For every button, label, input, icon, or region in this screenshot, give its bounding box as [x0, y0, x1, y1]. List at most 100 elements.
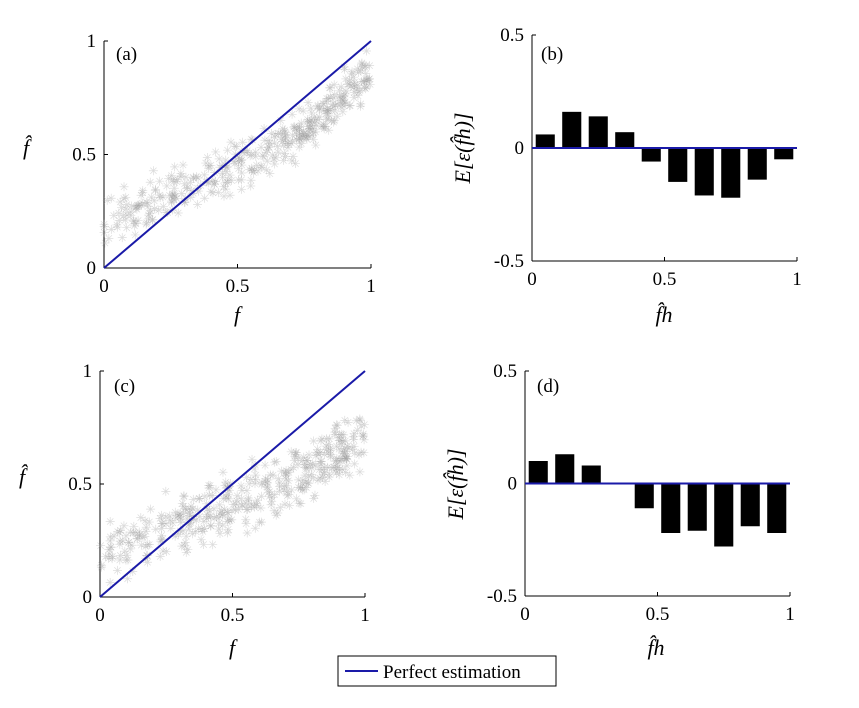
scatter-point [286, 138, 296, 148]
scatter-point [200, 193, 210, 203]
x-axis-label: f [229, 635, 238, 660]
scatter-point [129, 216, 139, 226]
scatter-point [330, 456, 340, 466]
scatter-point [294, 133, 304, 143]
scatter-point [345, 100, 355, 110]
scatter-point [360, 84, 370, 94]
scatter-point [325, 92, 335, 102]
scatter-point [100, 238, 110, 248]
scatter-point [332, 460, 342, 470]
scatter-point [136, 540, 146, 550]
scatter-point [264, 142, 274, 152]
scatter-point [353, 425, 363, 435]
scatter-point [264, 138, 274, 148]
scatter-point [308, 134, 318, 144]
scatter-point [180, 503, 190, 513]
scatter-point [304, 124, 314, 134]
scatter-point [352, 80, 362, 90]
scatter-point [225, 170, 235, 180]
scatter-point [215, 162, 225, 172]
scatter-point [132, 204, 142, 214]
scatter-point [185, 518, 195, 528]
scatter-point [311, 140, 321, 150]
scatter-point [343, 417, 353, 427]
scatter-point [207, 491, 217, 501]
scatter-point [184, 508, 194, 518]
scatter-point [122, 550, 132, 560]
scatter-point [296, 482, 306, 492]
scatter-point [155, 551, 165, 561]
scatter-point [278, 140, 288, 150]
scatter-point [303, 115, 313, 125]
scatter-point [115, 525, 125, 535]
scatter-point [206, 187, 216, 197]
scatter-point [227, 176, 237, 186]
scatter-point [244, 479, 254, 489]
scatter-point [177, 541, 187, 551]
scatter-point [144, 540, 154, 550]
scatter-point [127, 540, 137, 550]
scatter-point [173, 529, 183, 539]
scatter-point [262, 482, 272, 492]
scatter-point [101, 552, 111, 562]
scatter-point [269, 506, 279, 516]
legend-label: Perfect estimation [383, 662, 521, 683]
x-tick-label: 0.5 [226, 276, 250, 297]
scatter-point [126, 210, 136, 220]
scatter-point [186, 505, 196, 515]
scatter-point [206, 512, 216, 522]
scatter-point [242, 528, 252, 538]
scatter-point [206, 160, 216, 170]
scatter-point [316, 436, 326, 446]
scatter-point [136, 190, 146, 200]
scatter-point [134, 530, 144, 540]
scatter-point [205, 506, 215, 516]
scatter-point [193, 173, 203, 183]
scatter-point [341, 446, 351, 456]
y-tick-label: 0 [83, 587, 93, 608]
scatter-point [281, 129, 291, 139]
scatter-point [234, 175, 244, 185]
scatter-point [299, 128, 309, 138]
scatter-point [229, 156, 239, 166]
scatter-point [298, 106, 308, 116]
scatter-point [168, 193, 178, 203]
scatter-point [260, 460, 270, 470]
scatter-point [188, 504, 198, 514]
scatter-point [146, 206, 156, 216]
scatter-point [294, 122, 304, 132]
scatter-point [218, 510, 228, 520]
scatter-point [143, 198, 153, 208]
scatter-point [329, 90, 339, 100]
scatter-point [349, 80, 359, 90]
scatter-point [105, 577, 115, 587]
scatter-point [304, 116, 314, 126]
scatter-point [335, 93, 345, 103]
scatter-point [246, 175, 256, 185]
scatter-point [112, 222, 122, 232]
scatter-point [182, 514, 192, 524]
scatter-point [310, 490, 320, 500]
scatter-point [348, 432, 358, 442]
panel-label: (b) [541, 44, 563, 65]
scatter-point [331, 420, 341, 430]
scatter-point [304, 450, 314, 460]
scatter-point [356, 99, 366, 109]
scatter-point [337, 429, 347, 439]
scatter-point [243, 495, 253, 505]
scatter-point [299, 460, 309, 470]
scatter-point [322, 96, 332, 106]
scatter-point [221, 184, 231, 194]
scatter-point [157, 530, 167, 540]
scatter-point [140, 531, 150, 541]
scatter-point [209, 179, 219, 189]
scatter-point [319, 105, 329, 115]
scatter-point [120, 215, 130, 225]
scatter-point [313, 444, 323, 454]
scatter-point [218, 172, 228, 182]
scatter-point [306, 115, 316, 125]
scatter-point [362, 82, 372, 92]
scatter-point [193, 524, 203, 534]
scatter-point [106, 542, 116, 552]
scatter-point [301, 477, 311, 487]
